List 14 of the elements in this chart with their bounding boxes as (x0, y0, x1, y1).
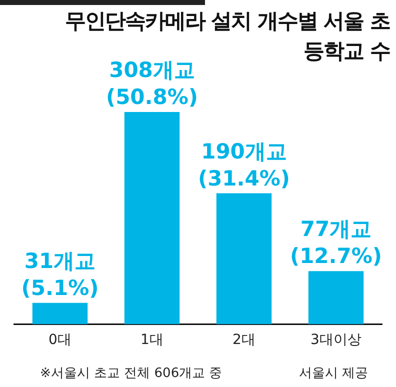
x-tick-label: 1대 (140, 332, 164, 348)
bar (216, 193, 272, 324)
data-label: 308개교 (50.8%) (106, 58, 198, 109)
x-tick-label: 0대 (48, 332, 72, 348)
data-label: 77개교 (12.7%) (290, 217, 382, 268)
x-tick-label: 3대이상 (310, 332, 362, 348)
data-label: 31개교 (5.1%) (21, 248, 99, 300)
bar (308, 271, 364, 324)
x-tick-label: 2대 (232, 332, 256, 348)
text: ※서울시 초교 전체 606개교 중 (40, 365, 222, 382)
bar (124, 112, 180, 324)
data-label: 190개교 (31.4%) (198, 139, 290, 190)
text: 서울시 제공 (298, 365, 368, 382)
bar (32, 302, 88, 324)
